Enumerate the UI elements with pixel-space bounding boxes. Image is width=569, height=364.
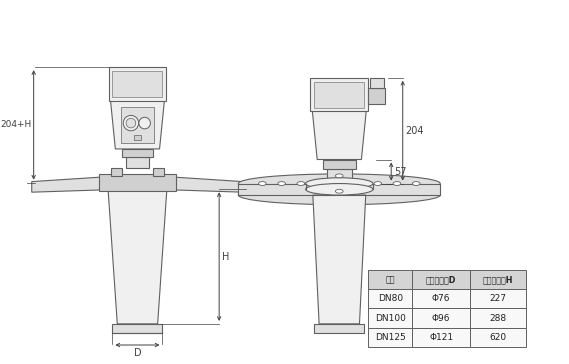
Bar [122, 149, 153, 157]
Circle shape [123, 115, 139, 131]
Ellipse shape [336, 189, 343, 193]
Polygon shape [110, 101, 164, 149]
Bar [413, 270, 470, 289]
Bar [368, 289, 413, 308]
Ellipse shape [413, 182, 420, 186]
Text: DN125: DN125 [375, 333, 406, 342]
Ellipse shape [336, 174, 343, 178]
Polygon shape [108, 183, 167, 324]
Bar [368, 88, 385, 104]
Text: Φ96: Φ96 [432, 314, 451, 323]
Bar [323, 159, 356, 169]
Ellipse shape [374, 182, 382, 186]
Text: Φ121: Φ121 [429, 333, 453, 342]
Text: DN100: DN100 [375, 314, 406, 323]
Bar [368, 308, 413, 328]
Bar [109, 67, 166, 101]
Text: H: H [222, 252, 229, 262]
Bar [470, 270, 526, 289]
Polygon shape [312, 111, 366, 159]
Text: D: D [134, 348, 141, 358]
Bar [314, 324, 364, 333]
Circle shape [126, 118, 136, 128]
Bar [311, 78, 368, 111]
Ellipse shape [306, 183, 373, 195]
Ellipse shape [238, 174, 440, 193]
Text: 204: 204 [406, 126, 424, 136]
Text: 喇叭口高度H: 喇叭口高度H [483, 275, 513, 284]
Bar [126, 157, 149, 168]
Polygon shape [313, 195, 366, 324]
Ellipse shape [258, 182, 266, 186]
Bar [327, 169, 352, 183]
Text: 227: 227 [489, 294, 506, 303]
Bar [413, 308, 470, 328]
Ellipse shape [238, 186, 440, 205]
Bar [470, 289, 526, 308]
Bar [413, 328, 470, 347]
Ellipse shape [278, 182, 286, 186]
Bar [370, 78, 384, 88]
Text: 204+H: 204+H [1, 120, 32, 130]
Bar [134, 135, 141, 140]
Bar [99, 174, 176, 191]
Polygon shape [32, 176, 120, 192]
Ellipse shape [393, 182, 401, 186]
Bar [470, 308, 526, 328]
Bar [110, 168, 122, 176]
Bar [314, 82, 364, 108]
Bar [153, 168, 164, 176]
Text: 57: 57 [394, 166, 407, 177]
Bar [368, 328, 413, 347]
Circle shape [139, 117, 150, 129]
Polygon shape [155, 176, 243, 192]
Bar [413, 289, 470, 308]
Ellipse shape [306, 178, 373, 189]
Text: 620: 620 [489, 333, 506, 342]
Text: 喇叭口直径D: 喇叭口直径D [426, 275, 456, 284]
Text: 法兰: 法兰 [385, 275, 395, 284]
Bar [113, 71, 163, 97]
Ellipse shape [297, 182, 304, 186]
Text: Φ76: Φ76 [432, 294, 451, 303]
Text: DN80: DN80 [378, 294, 403, 303]
Bar [121, 107, 154, 143]
Bar [470, 328, 526, 347]
Text: 288: 288 [489, 314, 506, 323]
Bar [113, 324, 163, 333]
Polygon shape [238, 183, 440, 195]
Bar [368, 270, 413, 289]
